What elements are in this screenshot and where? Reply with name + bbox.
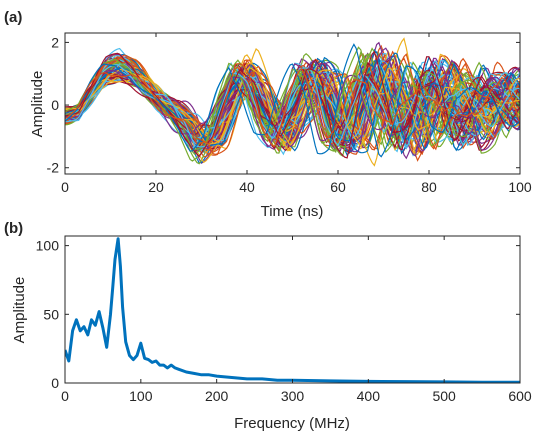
signal-trace (65, 63, 520, 148)
x-tick-label: 0 (61, 388, 69, 404)
panel-a-traces (65, 37, 520, 167)
panel-a-ticks: 0 20 40 60 80 100-202 (47, 33, 532, 195)
x-tick-label: 60 (330, 179, 346, 195)
signal-trace (65, 53, 520, 155)
x-tick-label: 600 (508, 388, 532, 404)
x-tick-label: 100 (129, 388, 153, 404)
y-tick-label: -2 (47, 160, 60, 176)
x-tick-label: 20 (148, 179, 164, 195)
panel-b-plot: 0 100 200 300 400 500 600 0 50 100 Frequency (MHz… (11, 235, 532, 432)
signal-trace (65, 60, 520, 152)
y-tick-label: 0 (51, 375, 59, 391)
panel-b-ylabel: Amplitude (11, 277, 28, 344)
y-tick-label: 50 (43, 306, 59, 322)
signal-trace (65, 47, 520, 157)
x-tick-label: 80 (421, 179, 437, 195)
panel-a-xlabel: Time (ns) (261, 203, 324, 220)
panel-a-plot: 0 20 40 60 80 100-202 Time (ns) Amplitude (29, 32, 532, 220)
panel-a-label: (a) (4, 9, 22, 26)
x-tick-label: 500 (432, 388, 456, 404)
y-tick-label: 0 (51, 97, 59, 113)
panel-b-traces (65, 237, 520, 383)
signal-trace (65, 58, 520, 162)
panel-a-ylabel: Amplitude (29, 71, 46, 138)
signal-trace (65, 52, 520, 154)
x-tick-label: 40 (239, 179, 255, 195)
spectrum-line (65, 237, 520, 383)
x-tick-label: 200 (205, 388, 229, 404)
y-tick-label: 100 (36, 238, 60, 254)
signal-trace (65, 43, 520, 158)
panel-b-label: (b) (4, 220, 23, 237)
x-tick-label: 0 (61, 179, 69, 195)
signal-trace (65, 66, 520, 148)
panel-a-axes-frame (64, 32, 521, 175)
panel-b-ticks: 0 100 200 300 400 500 600 0 50 100 (36, 236, 532, 404)
signal-trace (65, 62, 520, 144)
x-tick-label: 100 (508, 179, 532, 195)
y-tick-label: 2 (51, 34, 59, 50)
x-tick-label: 300 (281, 388, 305, 404)
x-tick-label: 400 (357, 388, 381, 404)
panel-b-xlabel: Frequency (MHz) (234, 415, 350, 432)
